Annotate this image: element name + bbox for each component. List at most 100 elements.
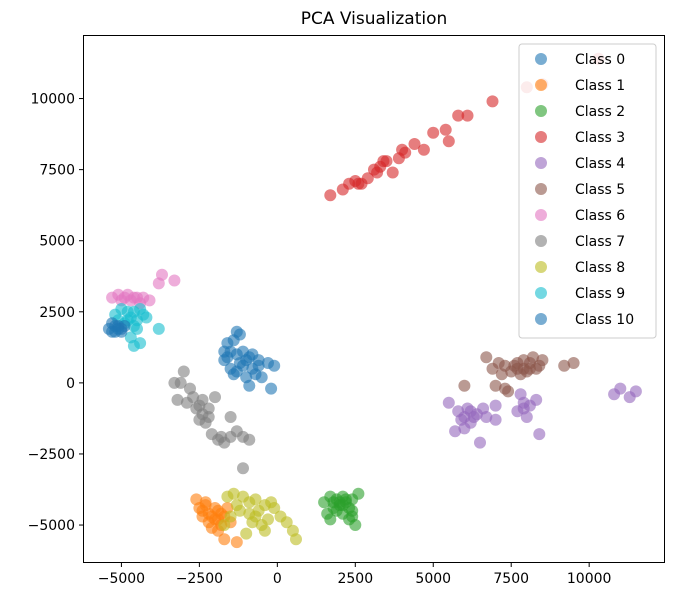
x-tick-label: 5000 [415,571,451,587]
class-7-point [196,393,209,406]
legend: Class 0 Class 1 Class 2 Class 3 Class 4 Class… [518,43,657,339]
class-3-point [461,109,474,122]
class-1-point [230,536,243,549]
class-10-point [112,322,125,335]
class-7-point [177,365,190,378]
class-6-point [127,291,140,304]
class-3-point [324,189,337,202]
legend-label: Class 3 [575,130,625,146]
class-0-point [268,359,281,372]
legend-label: Class 8 [575,260,625,276]
class-4-point [517,402,530,415]
x-tick-label: 7500 [493,571,529,587]
y-axis: −5000 −2500 0 2500 5000 7500 10000 [28,92,84,534]
class-6-point [156,268,168,281]
class-0-point [265,382,278,395]
legend-marker [535,183,547,195]
legend-label: Class 1 [575,78,625,94]
class-5-point [558,359,571,372]
class-8-point [280,516,293,529]
class-4-point [480,411,493,423]
x-tick-label: 2500 [337,571,373,587]
legend-marker [535,287,547,299]
class-4-point [489,399,502,412]
class-9-point [152,322,165,335]
class-2-point [327,496,340,509]
x-tick-label: −5000 [98,571,145,587]
class-4-point [455,413,468,426]
class-8-point [249,510,262,523]
legend-label: Class 0 [575,52,625,68]
class-6-point [143,294,156,307]
class-5-point [567,357,580,369]
legend-marker [535,209,547,221]
class-3-point [427,126,440,139]
class-5-point [492,357,505,369]
class-3-point [377,155,390,168]
class-5-point [523,362,536,375]
class-4-point [533,428,546,441]
class-7-point [215,430,228,443]
legend-label: Class 9 [575,286,625,302]
plot-frame [83,35,665,563]
class-9-point [140,311,153,324]
class-5-point [527,351,539,364]
class-1-point [218,533,231,546]
class-0-point [243,379,256,392]
class-5-point [489,379,502,392]
legend-box [518,43,657,339]
y-tick-label: 10000 [30,92,75,108]
class-3-point [442,135,455,148]
class-4-point [467,411,480,423]
legend-label: Class 6 [575,208,625,224]
class-4-point [614,382,627,395]
class-3-point [371,166,384,179]
class-0-point [252,359,265,372]
class-4-point [489,413,502,426]
x-tick-label: −2500 [176,571,223,587]
class-3-point [417,143,430,156]
class-4-point [449,425,462,438]
class-1-point [199,496,212,509]
legend-marker [535,313,547,325]
x-tick-label: 0 [273,571,282,587]
y-tick-label: 2500 [39,305,75,321]
class-5-point [480,351,493,364]
legend-label: Class 10 [575,312,634,328]
legend-marker [535,235,547,247]
legend-marker [535,261,547,273]
class-3-point [452,109,465,122]
y-tick-label: 0 [66,376,75,392]
class-7-point [209,391,221,404]
class-0-point [233,328,246,341]
class-9-point [127,305,140,318]
class-4-point [629,385,642,398]
legend-label: Class 7 [575,234,625,250]
legend-marker [535,157,547,169]
class-7-point [202,411,215,423]
class-9-point [127,339,140,352]
class-8-point [249,493,262,506]
scatter-points [102,52,642,549]
class-3-point [361,172,374,185]
legend-label: Class 2 [575,104,625,120]
class-0-point [246,348,259,361]
class-8-point [268,502,281,514]
class-4-point [461,402,474,415]
legend-marker [535,105,547,117]
class-5-point [533,359,546,372]
class-7-point [202,402,215,415]
class-3-point [396,143,409,156]
class-2-point [346,504,359,517]
class-8-point [258,524,271,537]
class-5-point [517,354,530,367]
class-3-point [439,123,452,136]
y-tick-label: 5000 [39,234,75,250]
class-5-point [511,362,524,375]
class-8-point [218,519,231,531]
class-8-point [290,533,302,546]
x-tick-label: 10000 [567,571,612,587]
class-7-point [180,396,193,409]
class-2-point [352,487,365,500]
